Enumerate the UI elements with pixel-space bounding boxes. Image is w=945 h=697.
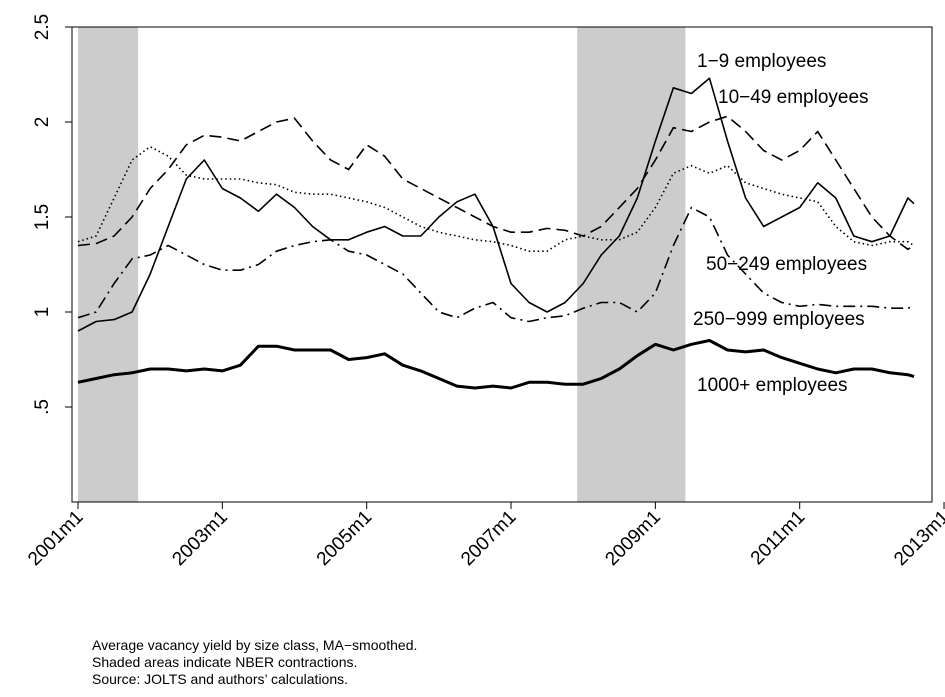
footnote: Average vacancy yield by size class, MA−… (92, 637, 417, 653)
series-label: 1000+ employees (697, 375, 848, 396)
plot-frame (71, 26, 933, 503)
y-tick-label: 1 (32, 307, 53, 318)
x-tick-label: 2003m1 (168, 507, 231, 570)
footnote: Source: JOLTS and authors’ calculations. (92, 671, 348, 687)
series-line (77, 206, 915, 323)
series-label: 250−999 employees (693, 309, 865, 330)
x-tick-label: 2009m1 (601, 507, 664, 570)
footnote: Shaded areas indicate NBER contractions. (92, 654, 357, 670)
series-line (77, 77, 915, 332)
series-label: 10−49 employees (718, 87, 869, 108)
series-label: 1−9 employees (697, 51, 826, 72)
x-tick-label: 2001m1 (24, 507, 87, 570)
y-tick-label: 2.5 (32, 14, 53, 40)
y-tick-label: .5 (32, 399, 53, 415)
x-tick-label: 2007m1 (457, 507, 520, 570)
y-tick-label: 1.5 (32, 204, 53, 230)
series-line (77, 115, 915, 251)
series-label: 50−249 employees (706, 254, 867, 275)
y-tick-label: 2 (32, 117, 53, 128)
x-tick-label: 2011m1 (747, 507, 809, 569)
series-line (77, 339, 915, 390)
x-tick-label: 2005m1 (313, 507, 376, 570)
shaded-area (78, 27, 139, 502)
x-tick-label: 2013m1 (890, 507, 945, 570)
